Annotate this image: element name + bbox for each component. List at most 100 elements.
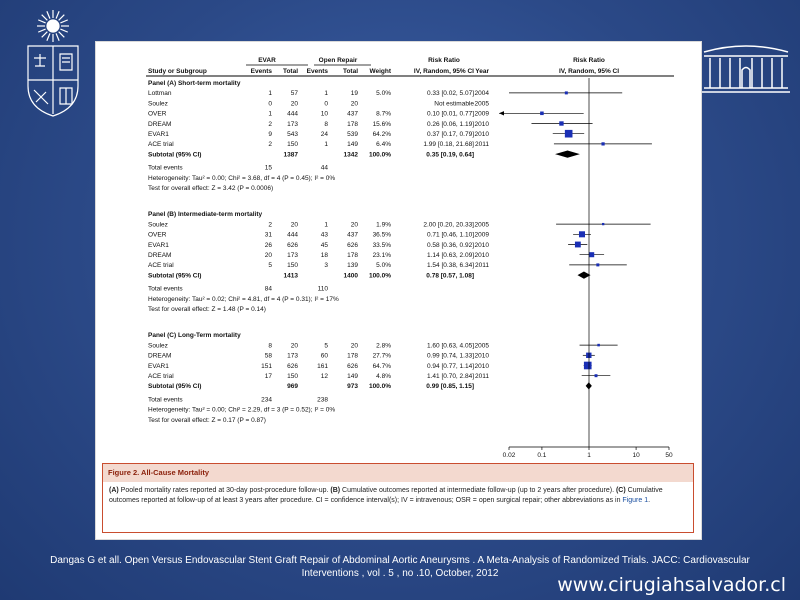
figure-caption: (A) Pooled mortality rates reported at 3… (103, 482, 693, 510)
total-header: Total (343, 68, 358, 75)
risk-ratio-value: 0.10 [0.01, 0.77] (427, 111, 474, 118)
study-name: DREAM (148, 353, 171, 360)
weight-value: 6.4% (376, 141, 391, 148)
study-name: EVAR1 (148, 242, 169, 249)
subtotal-total: 1342 (344, 151, 359, 158)
year-value: 2010 (475, 353, 490, 360)
website-url: www.cirugiahsalvador.cl (557, 574, 786, 596)
subtotal-total: 1400 (344, 272, 359, 279)
events-value: 1 (268, 111, 272, 118)
study-name: ACE trial (148, 141, 174, 148)
events-value: 26 (265, 242, 273, 249)
total-value: 444 (287, 111, 298, 118)
study-name: ACE trial (148, 373, 174, 380)
events-value: 45 (321, 242, 329, 249)
caption-text: Cumulative outcomes reported at intermed… (340, 487, 616, 494)
risk-ratio-value: 1.60 [0.63, 4.05] (427, 342, 474, 349)
total-value: 173 (287, 353, 298, 360)
subtotal-total: 969 (287, 383, 298, 390)
year-header: Year (475, 68, 489, 75)
total-events-label: Total events (148, 396, 183, 403)
subtotal-label: Subtotal (95% CI) (148, 383, 201, 390)
total-value: 539 (347, 131, 358, 138)
weight-value: 8.7% (376, 111, 391, 118)
risk-ratio-value: 0.94 [0.77, 1.14] (427, 363, 474, 370)
subtotal-label: Subtotal (95% CI) (148, 272, 201, 279)
heterogeneity-text: Heterogeneity: Tau² = 0.00; Chi² = 3.68,… (148, 175, 335, 182)
forest-plot: EVAR Open Repair Risk Ratio Risk Ratio Study… (146, 57, 674, 459)
events-value: 3 (324, 262, 328, 269)
year-value: 2005 (475, 221, 490, 228)
pooled-effect-diamond (555, 150, 580, 158)
citation: Dangas G et all. Open Versus Endovascula… (0, 554, 800, 580)
total-value: 149 (347, 141, 358, 148)
total-value: 20 (351, 342, 359, 349)
year-value: 2011 (475, 141, 489, 148)
events-value: 1 (268, 90, 272, 97)
open-repair-group-header: Open Repair (319, 57, 358, 64)
weight-header: Weight (369, 68, 391, 75)
effect-marker (574, 241, 581, 248)
figure-link[interactable]: Figure 1 (622, 497, 649, 504)
total-value: 173 (287, 121, 298, 128)
ci-arrow (499, 111, 504, 116)
events-value: 1 (324, 221, 328, 228)
total-events-value: 110 (318, 286, 329, 293)
total-value: 20 (291, 100, 299, 107)
effect-marker (559, 121, 564, 126)
total-value: 173 (287, 252, 298, 259)
total-events-value: 238 (317, 396, 328, 403)
x-tick-label: 50 (665, 452, 673, 459)
events-value: 5 (324, 342, 328, 349)
events-value: 60 (321, 353, 329, 360)
events-value: 1 (324, 141, 328, 148)
total-value: 626 (287, 363, 298, 370)
total-value: 178 (347, 252, 358, 259)
effect-marker (540, 111, 544, 116)
x-tick-label: 10 (632, 452, 640, 459)
panel-title: Panel (B) Intermediate-term mortality (148, 211, 263, 218)
risk-ratio-value: 0.58 [0.36, 0.92] (427, 242, 474, 249)
events-value: 2 (268, 121, 272, 128)
university-crest-icon (27, 10, 79, 117)
total-value: 150 (287, 373, 298, 380)
total-events-value: 44 (321, 165, 329, 172)
overall-effect-text: Test for overall effect: Z = 3.42 (P = 0… (148, 185, 273, 192)
effect-marker (564, 129, 573, 138)
events-value: 24 (321, 131, 329, 138)
hospital-building-icon (702, 45, 790, 93)
figure-title: Figure 2. All-Cause Mortality (103, 464, 693, 482)
study-name: DREAM (148, 252, 171, 259)
study-name: EVAR1 (148, 131, 169, 138)
subtotal-weight: 100.0% (369, 383, 391, 390)
method-plot-header: IV, Random, 95% CI (559, 68, 619, 75)
heterogeneity-text: Heterogeneity: Tau² = 0.02; Chi² = 4.81,… (148, 296, 339, 303)
total-value: 149 (347, 373, 358, 380)
year-value: 2011 (475, 262, 489, 269)
year-value: 2009 (475, 232, 490, 239)
total-value: 139 (347, 262, 358, 269)
year-value: 2010 (475, 242, 490, 249)
citation-line-2: Interventions , vol . 5 , no .10, Octobe… (301, 568, 499, 579)
year-value: 2010 (475, 363, 490, 370)
study-name: Soulez (148, 221, 168, 228)
effect-marker (564, 91, 568, 95)
pooled-effect-diamond (577, 271, 591, 279)
year-value: 2005 (475, 342, 490, 349)
risk-ratio-value: 0.37 [0.17, 0.79] (427, 131, 474, 138)
study-name: EVAR1 (148, 363, 169, 370)
caption-text: . (648, 497, 651, 504)
total-value: 20 (291, 221, 299, 228)
total-value: 437 (347, 111, 358, 118)
total-value: 543 (287, 131, 298, 138)
weight-value: 64.7% (373, 363, 392, 370)
year-value: 2010 (475, 131, 490, 138)
weight-value: 1.9% (376, 221, 391, 228)
events-value: 31 (265, 232, 273, 239)
caption-text: Pooled mortality rates reported at 30-da… (118, 487, 331, 494)
year-value: 2010 (475, 252, 490, 259)
events-value: 2 (268, 141, 272, 148)
year-value: 2009 (475, 111, 490, 118)
weight-value: 15.6% (373, 121, 392, 128)
year-value: 2005 (475, 100, 490, 107)
